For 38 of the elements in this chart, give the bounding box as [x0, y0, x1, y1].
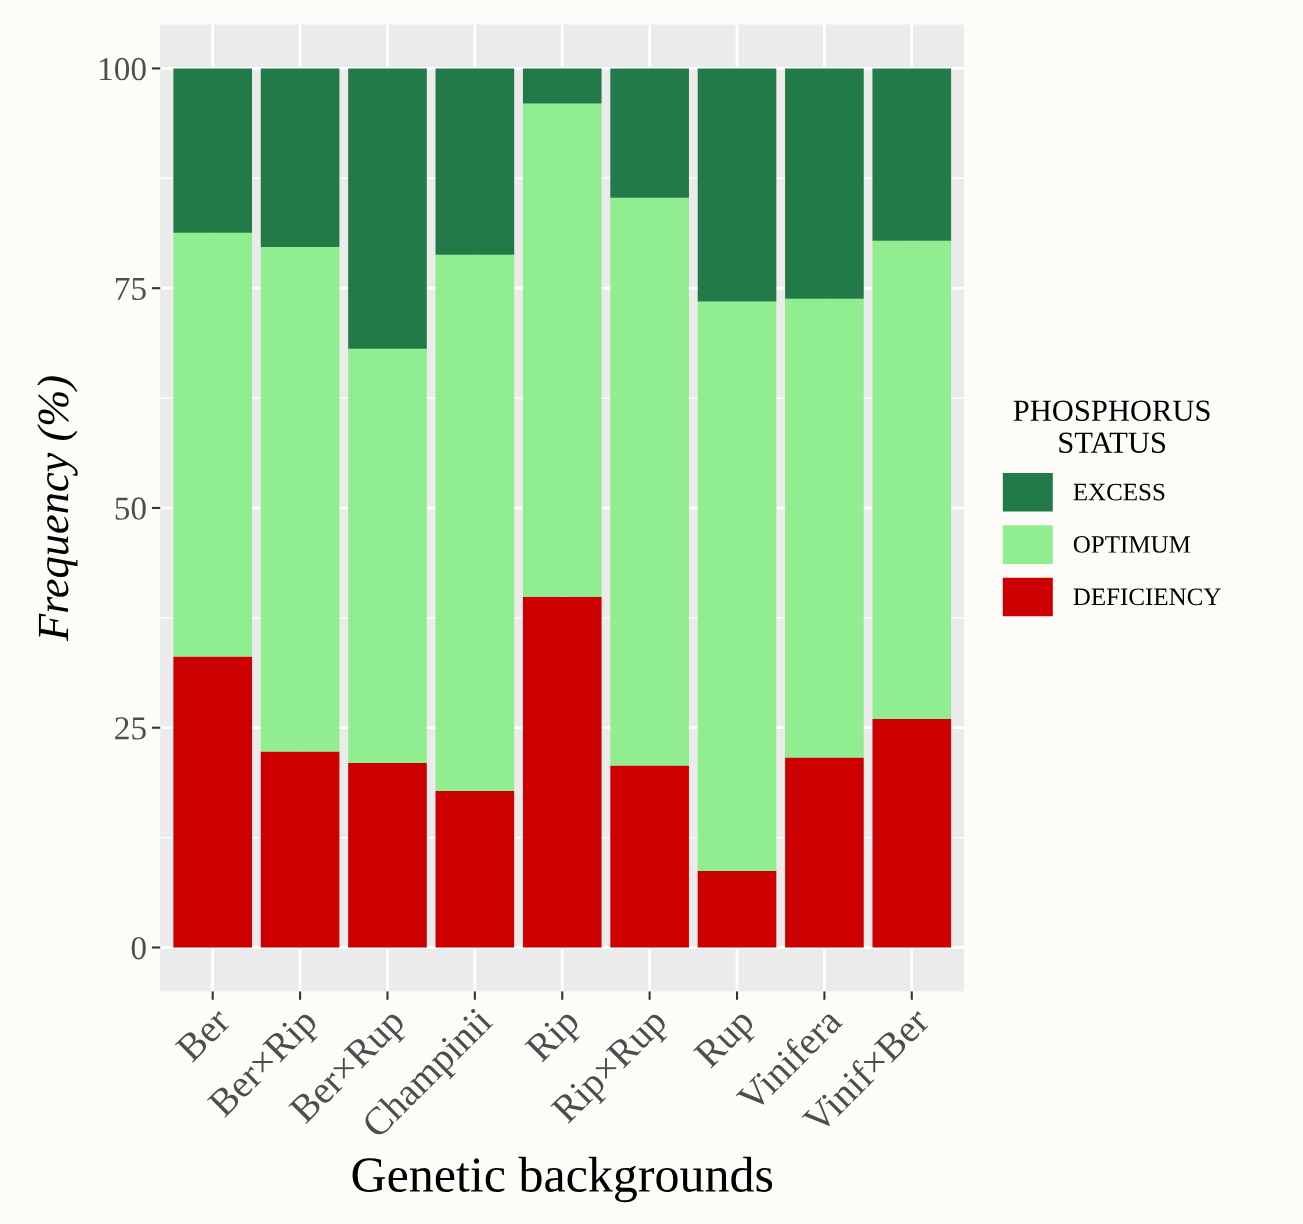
legend-title: PHOSPHORUS STATUS: [1013, 400, 1210, 454]
bar: [435, 254, 515, 792]
bar: [435, 68, 515, 255]
bar: [522, 68, 602, 104]
y-axis-title: Frequency (%): [37, 376, 78, 642]
bar: [348, 68, 427, 349]
bar: [435, 791, 515, 948]
bar: [697, 871, 777, 948]
legend-label: EXCESS: [1073, 483, 1165, 501]
x-axis-title: Genetic backgrounds: [352, 1156, 773, 1203]
bar: [872, 68, 952, 241]
bar: [610, 68, 689, 198]
bar: [785, 68, 864, 299]
bar: [785, 298, 864, 758]
bar: [348, 762, 427, 948]
bar: [173, 656, 253, 948]
y-tick-label: 25: [115, 717, 146, 740]
bar: [785, 757, 864, 948]
y-tick-label: 75: [115, 277, 146, 301]
bar: [348, 348, 427, 763]
bar: [173, 232, 253, 657]
bar: [610, 197, 689, 766]
y-tick-label: 100: [100, 57, 146, 81]
bar: [260, 68, 340, 247]
legend-label: DEFICIENCY: [1073, 588, 1221, 606]
bar: [173, 68, 253, 233]
bar: [697, 301, 777, 872]
legend-label: OPTIMUM: [1073, 536, 1191, 553]
bar: [697, 68, 777, 302]
bar: [522, 596, 602, 948]
bar: [260, 246, 340, 752]
bar: [522, 103, 602, 597]
bar: [610, 765, 689, 948]
y-tick-label: 0: [131, 936, 146, 960]
bar: [260, 751, 340, 948]
bar: [872, 718, 952, 948]
y-tick-label: 50: [115, 497, 146, 520]
bar: [872, 240, 952, 719]
